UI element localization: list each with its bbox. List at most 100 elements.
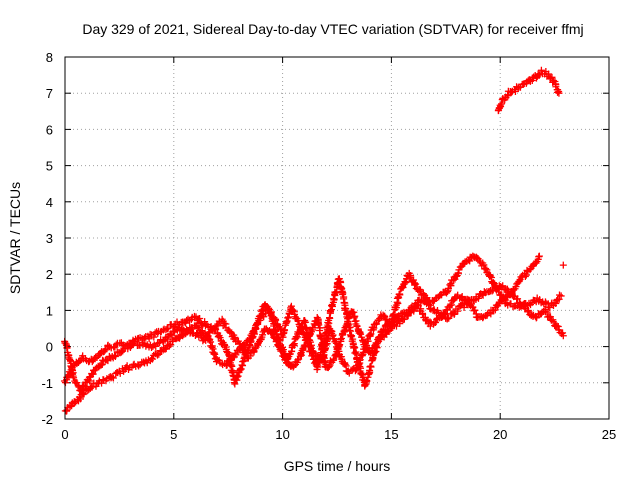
data-point xyxy=(66,403,74,411)
data-point xyxy=(268,330,276,338)
x-tick-label: 10 xyxy=(275,427,289,442)
data-point xyxy=(73,379,81,387)
data-point xyxy=(297,350,305,358)
plot-frame xyxy=(64,56,610,420)
x-tick-label: 5 xyxy=(170,427,177,442)
data-point xyxy=(111,352,119,360)
y-tick-label: 0 xyxy=(46,340,53,355)
data-point xyxy=(524,307,532,315)
data-point xyxy=(532,259,540,267)
data-point xyxy=(132,337,140,345)
data-point xyxy=(549,318,557,326)
data-point xyxy=(111,352,119,360)
data-point xyxy=(103,356,111,364)
data-point xyxy=(325,363,333,371)
data-point xyxy=(81,382,89,390)
data-point xyxy=(142,342,150,350)
data-point xyxy=(127,342,135,350)
data-point xyxy=(440,310,448,318)
data-point xyxy=(211,325,219,333)
data-point xyxy=(416,286,424,294)
data-point xyxy=(411,281,419,289)
data-point xyxy=(289,306,297,314)
data-points xyxy=(60,66,567,415)
y-tick-label: 7 xyxy=(46,86,53,101)
data-point xyxy=(318,344,326,352)
data-point xyxy=(546,303,554,311)
data-point xyxy=(287,302,295,310)
data-point xyxy=(77,387,85,395)
data-point xyxy=(523,266,531,274)
data-point xyxy=(164,324,172,332)
data-point xyxy=(363,377,371,385)
data-point xyxy=(449,276,457,284)
y-tick-label: 4 xyxy=(46,195,53,210)
data-point xyxy=(432,318,440,326)
data-point xyxy=(522,271,530,279)
data-point xyxy=(367,362,375,370)
data-point xyxy=(282,318,290,326)
data-point xyxy=(351,349,359,357)
data-point xyxy=(309,348,317,356)
data-point xyxy=(161,345,169,353)
data-point xyxy=(204,332,212,340)
data-point xyxy=(269,329,277,337)
data-point xyxy=(108,373,116,381)
data-point xyxy=(294,356,302,364)
data-point xyxy=(337,334,345,342)
data-point xyxy=(552,81,560,89)
data-point xyxy=(242,347,250,355)
data-point xyxy=(548,73,556,81)
data-point xyxy=(135,362,143,370)
data-point xyxy=(481,289,489,297)
data-point xyxy=(384,327,392,335)
y-tick-label: 6 xyxy=(46,122,53,137)
data-point xyxy=(76,395,84,403)
data-point xyxy=(559,332,567,340)
x-tick-label: 20 xyxy=(493,427,507,442)
data-point xyxy=(330,355,338,363)
data-point xyxy=(480,261,488,269)
data-point xyxy=(376,336,384,344)
data-point xyxy=(381,316,389,324)
data-point xyxy=(216,334,224,342)
data-point xyxy=(555,89,563,97)
data-point xyxy=(454,307,462,315)
data-point xyxy=(343,320,351,328)
data-point xyxy=(355,360,363,368)
data-point xyxy=(237,365,245,373)
data-point xyxy=(557,292,565,300)
data-point xyxy=(227,356,235,364)
data-point xyxy=(515,277,523,285)
data-point xyxy=(358,352,366,360)
data-point xyxy=(545,70,553,78)
data-point xyxy=(348,332,356,340)
data-point xyxy=(272,336,280,344)
data-point xyxy=(75,358,83,366)
data-point xyxy=(556,291,564,299)
data-point xyxy=(153,351,161,359)
data-point xyxy=(357,330,365,338)
data-point xyxy=(374,316,382,324)
data-point xyxy=(101,346,109,354)
x-axis-label: GPS time / hours xyxy=(284,458,391,474)
data-point xyxy=(236,366,244,374)
data-point xyxy=(525,299,533,307)
x-tick-label: 0 xyxy=(61,427,68,442)
data-point xyxy=(290,340,298,348)
data-point xyxy=(250,329,258,337)
data-point xyxy=(159,337,167,345)
data-point xyxy=(88,383,96,391)
data-point xyxy=(231,333,239,341)
data-point xyxy=(425,300,433,308)
data-point xyxy=(482,265,490,273)
data-point xyxy=(233,373,241,381)
data-point xyxy=(150,333,158,341)
data-point xyxy=(487,272,495,280)
data-point xyxy=(109,374,117,382)
data-point xyxy=(412,280,420,288)
data-point xyxy=(194,330,202,338)
data-point xyxy=(366,331,374,339)
data-point xyxy=(535,252,543,260)
